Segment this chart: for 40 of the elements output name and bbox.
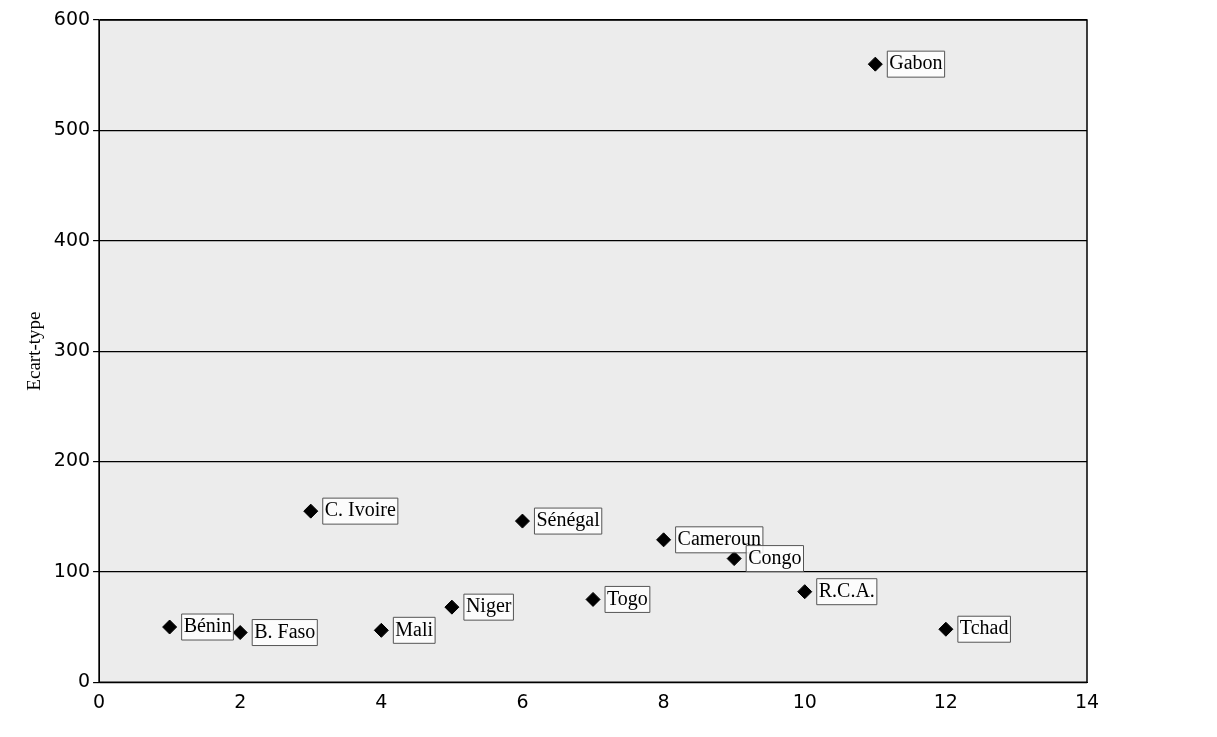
point xyxy=(938,621,954,637)
y-axis-title: Ecart-type xyxy=(23,311,45,391)
annotation: Tchad xyxy=(959,616,1009,639)
point xyxy=(303,503,319,519)
y-tick-label: 300 xyxy=(53,338,91,361)
annotation: Bénin xyxy=(183,614,232,637)
x-tick-label: 10 xyxy=(792,689,817,712)
x-tick-label: 14 xyxy=(1074,689,1100,712)
x-tick-label: 6 xyxy=(516,689,529,712)
annotation: R.C.A. xyxy=(818,578,875,601)
x-tick-label: 2 xyxy=(234,689,247,712)
x-tick-label: 0 xyxy=(93,689,106,712)
point xyxy=(162,619,178,635)
y-tick-label: 400 xyxy=(53,227,91,250)
point xyxy=(726,551,742,567)
annotation: Sénégal xyxy=(536,508,601,532)
annotation: Gabon xyxy=(889,51,943,74)
y-tick-label: 600 xyxy=(53,6,91,29)
x-tick-label: 8 xyxy=(657,689,670,712)
point xyxy=(867,56,883,72)
annotation: Niger xyxy=(465,594,512,618)
point xyxy=(797,584,813,600)
point xyxy=(232,625,248,641)
annotation: B. Faso xyxy=(254,619,316,642)
annotation: Togo xyxy=(607,586,648,610)
annotation: Cameroun xyxy=(677,527,761,550)
point xyxy=(444,599,460,615)
x-tick-label: 12 xyxy=(933,689,958,712)
y-tick-label: 500 xyxy=(53,117,91,140)
annotation: C. Ivoire xyxy=(324,498,396,521)
x-tick-label: 4 xyxy=(375,689,388,712)
point xyxy=(514,513,530,529)
point xyxy=(373,622,389,638)
point xyxy=(585,591,601,607)
point xyxy=(656,532,672,548)
y-tick-label: 100 xyxy=(53,558,91,581)
y-tick-label: 200 xyxy=(53,448,91,471)
annotation: Congo xyxy=(748,545,802,569)
annotation: Mali xyxy=(395,617,434,640)
y-tick-label: 0 xyxy=(77,669,91,692)
